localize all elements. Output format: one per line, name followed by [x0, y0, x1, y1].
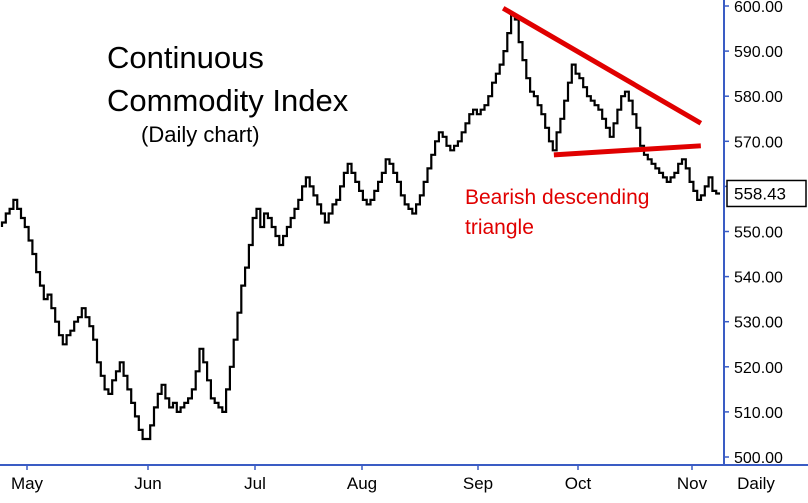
y-tick-label: 520.00	[734, 360, 783, 377]
x-tick-label: Aug	[347, 474, 377, 493]
last-price-badge	[726, 179, 807, 208]
chart-title-line-1: Continuous	[107, 40, 264, 75]
x-tick-label: Oct	[565, 474, 592, 493]
annotation-line-1: Bearish descending	[465, 186, 650, 209]
x-tick-label: Jul	[244, 474, 266, 493]
x-tick-label: May	[11, 474, 44, 493]
trendline-horizontal-support	[553, 143, 701, 158]
x-tick-label: Nov	[677, 474, 708, 493]
series-layer	[0, 13, 720, 441]
y-tick-label: 590.00	[734, 44, 783, 61]
y-tick-label: 580.00	[734, 89, 783, 106]
y-tick-label: 570.00	[734, 134, 783, 151]
y-tick-label: 530.00	[734, 315, 783, 332]
y-tick-label: 600.00	[734, 0, 783, 16]
trendline-layer	[501, 6, 703, 158]
y-tick-label: 540.00	[734, 270, 783, 287]
chart-title-line-2: Commodity Index	[107, 83, 349, 118]
y-tick-label: 550.00	[734, 225, 783, 242]
period-label: Daily	[737, 474, 775, 493]
y-tick-label: 500.00	[734, 450, 783, 467]
x-tick-label: Sep	[463, 474, 493, 493]
tick-label-layer: 600.00590.00580.00570.00560.00550.00540.…	[11, 0, 807, 493]
y-tick-label: 510.00	[734, 405, 783, 422]
trendline-descending-resistance	[501, 6, 703, 126]
last-price-label: 558.43	[734, 184, 786, 203]
x-tick-label: Jun	[134, 474, 161, 493]
chart-subtitle: (Daily chart)	[141, 122, 260, 147]
annotation-line-2: triangle	[465, 216, 534, 239]
axes	[0, 0, 808, 470]
price-series-line	[0, 13, 720, 441]
